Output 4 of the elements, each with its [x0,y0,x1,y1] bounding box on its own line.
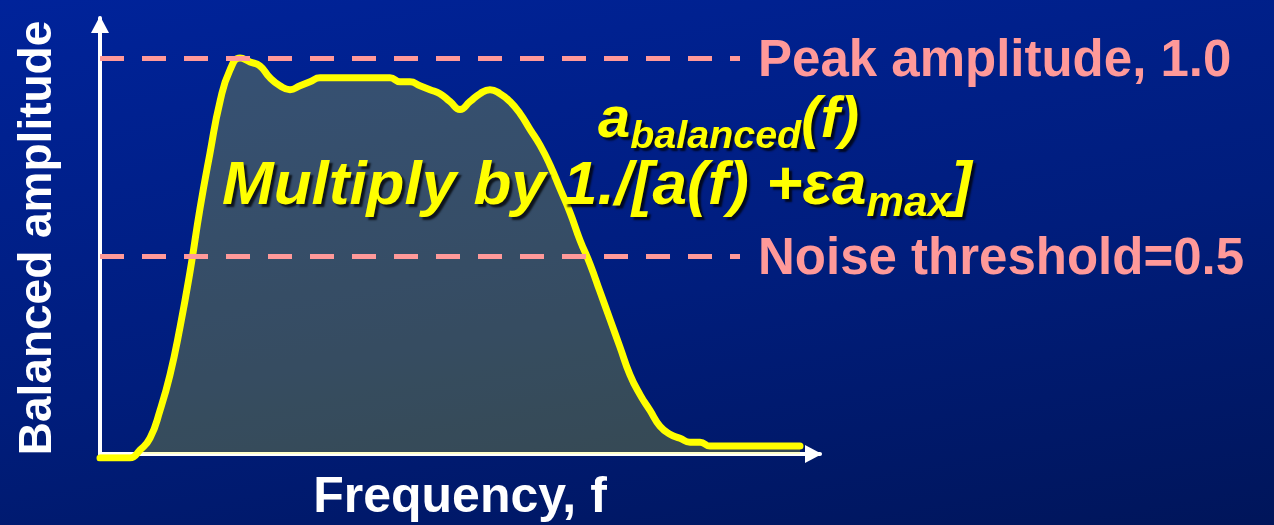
y-axis-title: Balanced amplitude [9,20,61,456]
x-axis-title: Frequency, f [313,467,608,523]
ref-line-label: Noise threshold=0.5 [758,227,1245,285]
ref-line-label: Peak amplitude, 1.0 [758,29,1232,87]
